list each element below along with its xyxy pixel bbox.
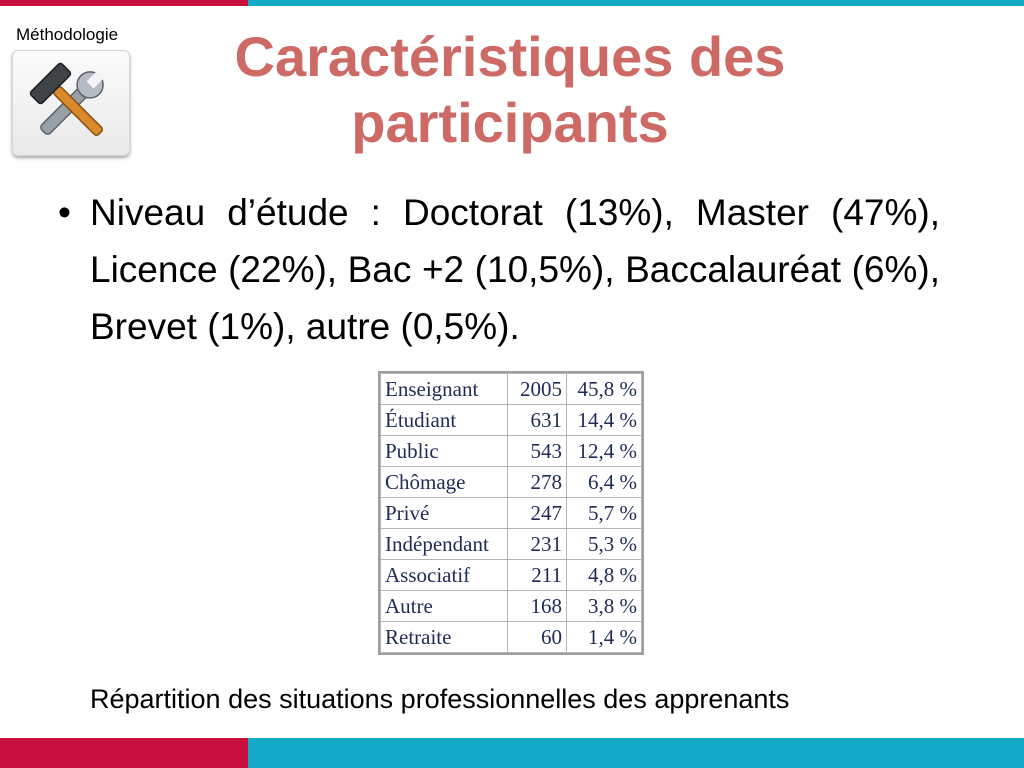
count-cell: 231 xyxy=(507,528,567,560)
percent-cell: 5,3 % xyxy=(566,528,642,560)
hammer-wrench-icon xyxy=(12,50,130,156)
percent-cell: 1,4 % xyxy=(566,621,642,653)
table-body: Enseignant 2005 45,8 % Étudiant 631 14,4 % Pub… xyxy=(380,373,642,653)
table-row: Enseignant 2005 45,8 % xyxy=(380,373,642,405)
situation-cell: Retraite xyxy=(380,621,508,653)
bottom-accent-red xyxy=(0,738,248,768)
table-row: Indépendant 231 5,3 % xyxy=(380,528,642,560)
count-cell: 278 xyxy=(507,466,567,498)
situation-table: Enseignant 2005 45,8 % Étudiant 631 14,4 % Pub… xyxy=(380,373,642,653)
bottom-accent-bar xyxy=(0,738,1024,768)
count-cell: 168 xyxy=(507,590,567,622)
situation-cell: Public xyxy=(380,435,508,467)
study-level-text: Niveau d’étude : Doctorat (13%), Master … xyxy=(90,192,940,347)
situation-cell: Associatif xyxy=(380,559,508,591)
count-cell: 543 xyxy=(507,435,567,467)
table-row: Public 543 12,4 % xyxy=(380,435,642,467)
percent-cell: 4,8 % xyxy=(566,559,642,591)
situation-cell: Privé xyxy=(380,497,508,529)
professional-situation-table: Enseignant 2005 45,8 % Étudiant 631 14,4 % Pub… xyxy=(378,371,644,655)
count-cell: 247 xyxy=(507,497,567,529)
top-accent-bar xyxy=(0,0,1024,6)
table-row: Chômage 278 6,4 % xyxy=(380,466,642,498)
table-row: Autre 168 3,8 % xyxy=(380,590,642,622)
percent-cell: 14,4 % xyxy=(566,404,642,436)
situation-cell: Étudiant xyxy=(380,404,508,436)
table-row: Associatif 211 4,8 % xyxy=(380,559,642,591)
table-row: Privé 247 5,7 % xyxy=(380,497,642,529)
percent-cell: 6,4 % xyxy=(566,466,642,498)
table-row: Étudiant 631 14,4 % xyxy=(380,404,642,436)
top-accent-red xyxy=(0,0,248,6)
top-accent-teal xyxy=(248,0,1024,6)
percent-cell: 3,8 % xyxy=(566,590,642,622)
situation-cell: Enseignant xyxy=(380,373,508,405)
percent-cell: 5,7 % xyxy=(566,497,642,529)
situation-cell: Autre xyxy=(380,590,508,622)
bottom-accent-teal xyxy=(248,738,1024,768)
page-title: Caractéristiques des participants xyxy=(234,25,786,154)
count-cell: 2005 xyxy=(507,373,567,405)
count-cell: 211 xyxy=(507,559,567,591)
situation-cell: Chômage xyxy=(380,466,508,498)
table-caption: Répartition des situations professionnel… xyxy=(90,684,790,714)
situation-cell: Indépendant xyxy=(380,528,508,560)
table-row: Retraite 60 1,4 % xyxy=(380,621,642,653)
percent-cell: 45,8 % xyxy=(566,373,642,405)
percent-cell: 12,4 % xyxy=(566,435,642,467)
count-cell: 631 xyxy=(507,404,567,436)
count-cell: 60 xyxy=(507,621,567,653)
section-label: Méthodologie xyxy=(16,25,119,44)
bullet-marker: • xyxy=(58,192,71,233)
